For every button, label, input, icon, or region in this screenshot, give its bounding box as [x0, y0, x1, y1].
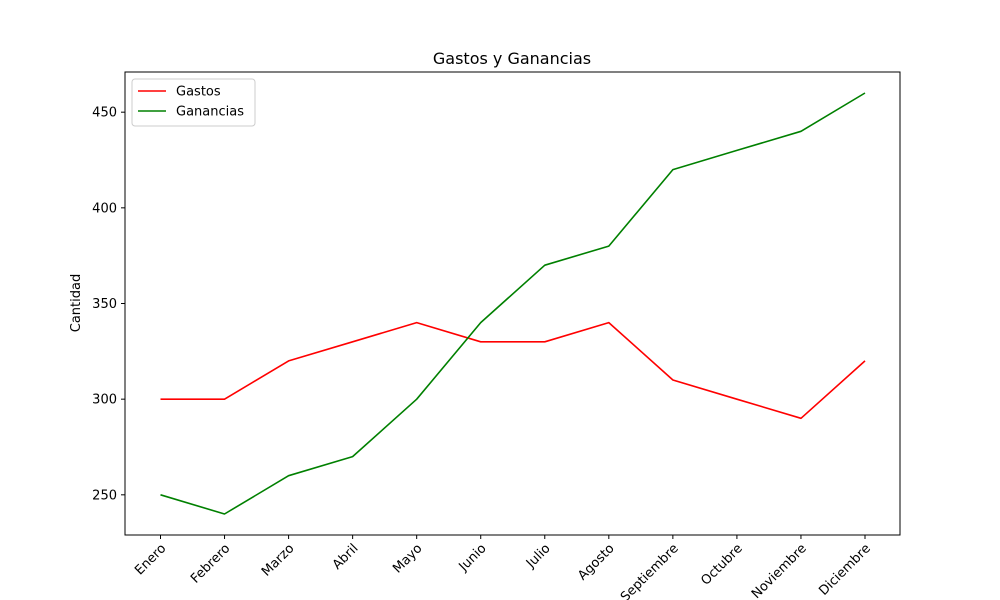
data-point-ganancias — [352, 456, 354, 458]
data-point-ganancias — [224, 513, 226, 515]
x-tick-label: Diciembre — [816, 541, 874, 599]
legend-label-ganancias: Ganancias — [176, 105, 244, 120]
data-point-ganancias — [544, 264, 546, 266]
data-point-gastos — [160, 398, 162, 400]
data-point-gastos — [544, 341, 546, 343]
data-point-ganancias — [480, 322, 482, 324]
data-point-gastos — [864, 360, 866, 362]
x-tick-label: Julio — [523, 541, 554, 572]
y-tick-label: 350 — [92, 297, 117, 312]
data-point-gastos — [352, 341, 354, 343]
x-tick-label: Abril — [330, 541, 362, 573]
plot-area — [124, 71, 901, 536]
data-point-ganancias — [160, 494, 162, 496]
series-layer — [160, 92, 866, 515]
data-point-gastos — [800, 417, 802, 419]
data-point-gastos — [288, 360, 290, 362]
x-tick-label: Agosto — [575, 541, 617, 583]
y-tick-label: 250 — [92, 488, 117, 503]
x-tick-label: Enero — [132, 541, 169, 578]
data-point-ganancias — [288, 475, 290, 477]
data-point-gastos — [480, 341, 482, 343]
x-tick-label: Septiembre — [618, 541, 682, 600]
y-axis-title: Cantidad — [69, 274, 84, 332]
data-point-ganancias — [736, 149, 738, 151]
y-tick-label: 300 — [92, 393, 117, 408]
x-tick-label: Octubre — [698, 541, 745, 588]
x-tick-label: Junio — [456, 541, 490, 575]
y-tick-label: 400 — [92, 201, 117, 216]
x-tick-label: Marzo — [259, 541, 297, 579]
data-point-ganancias — [608, 245, 610, 247]
legend: Gastos Ganancias — [131, 78, 256, 127]
data-point-gastos — [224, 398, 226, 400]
y-axis: 250 300 350 400 450 — [92, 106, 125, 503]
data-point-gastos — [416, 322, 418, 324]
legend-label-gastos: Gastos — [176, 85, 221, 100]
x-axis: Enero Febrero Marzo Abril Mayo Junio Julio Agos… — [132, 535, 874, 600]
data-point-ganancias — [672, 169, 674, 171]
data-point-ganancias — [864, 92, 866, 94]
series-line-gastos — [160, 321, 866, 420]
chart-title: Gastos y Ganancias — [433, 49, 591, 68]
data-point-gastos — [736, 398, 738, 400]
data-point-gastos — [672, 379, 674, 381]
x-tick-label: Noviembre — [749, 541, 810, 600]
data-point-ganancias — [416, 398, 418, 400]
data-point-ganancias — [800, 130, 802, 132]
series-line-ganancias — [160, 92, 866, 515]
y-tick-label: 450 — [92, 106, 117, 121]
data-point-gastos — [608, 322, 610, 324]
x-tick-label: Mayo — [390, 541, 425, 576]
x-tick-label: Febrero — [188, 541, 233, 586]
